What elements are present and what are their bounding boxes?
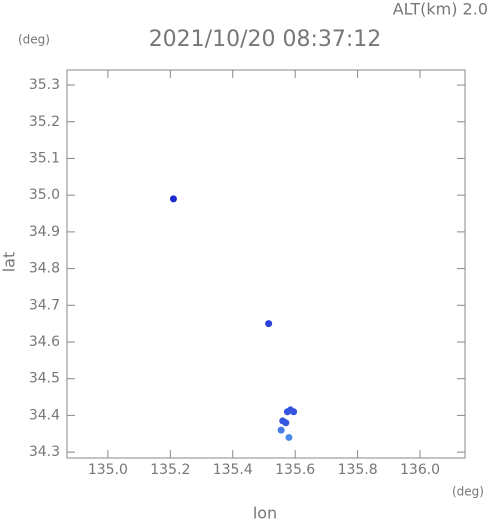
echo-point: [265, 320, 273, 328]
y-unit: (deg): [18, 33, 50, 47]
y-tick-label: 35.1: [29, 150, 60, 166]
x-tick-label: 135.2: [150, 462, 190, 478]
y-tick-label: 35.2: [29, 114, 60, 130]
y-tick-label: 34.9: [29, 224, 60, 240]
y-tick-label: 34.7: [29, 297, 60, 313]
y-tick-label: 34.6: [29, 334, 60, 350]
y-tick-label: 35.3: [29, 77, 60, 93]
x-tick-label: 136.0: [400, 462, 440, 478]
y-tick-label: 34.5: [29, 371, 60, 387]
echo-point: [290, 408, 298, 416]
x-tick-label: 135.8: [338, 462, 378, 478]
x-tick-label: 135.6: [275, 462, 315, 478]
y-tick-label: 35.0: [29, 187, 60, 203]
y-label: lat: [0, 252, 19, 273]
x-tick-label: 135.4: [213, 462, 253, 478]
x-unit: (deg): [452, 485, 484, 499]
plot-frame: [66, 69, 466, 459]
altitude: ALT(km) 2.0: [393, 0, 488, 19]
y-tick-label: 34.3: [29, 444, 60, 460]
chart-title: 2021/10/20 08:37:12: [149, 27, 382, 52]
y-tick-label: 34.8: [29, 261, 60, 277]
x-tick-label: 135.0: [88, 462, 128, 478]
y-tick-label: 34.4: [29, 407, 60, 423]
echo-point: [282, 419, 290, 427]
x-label: lon: [253, 504, 277, 521]
echo-point: [285, 433, 293, 441]
echo-point: [277, 426, 285, 434]
echo-point: [169, 195, 177, 203]
